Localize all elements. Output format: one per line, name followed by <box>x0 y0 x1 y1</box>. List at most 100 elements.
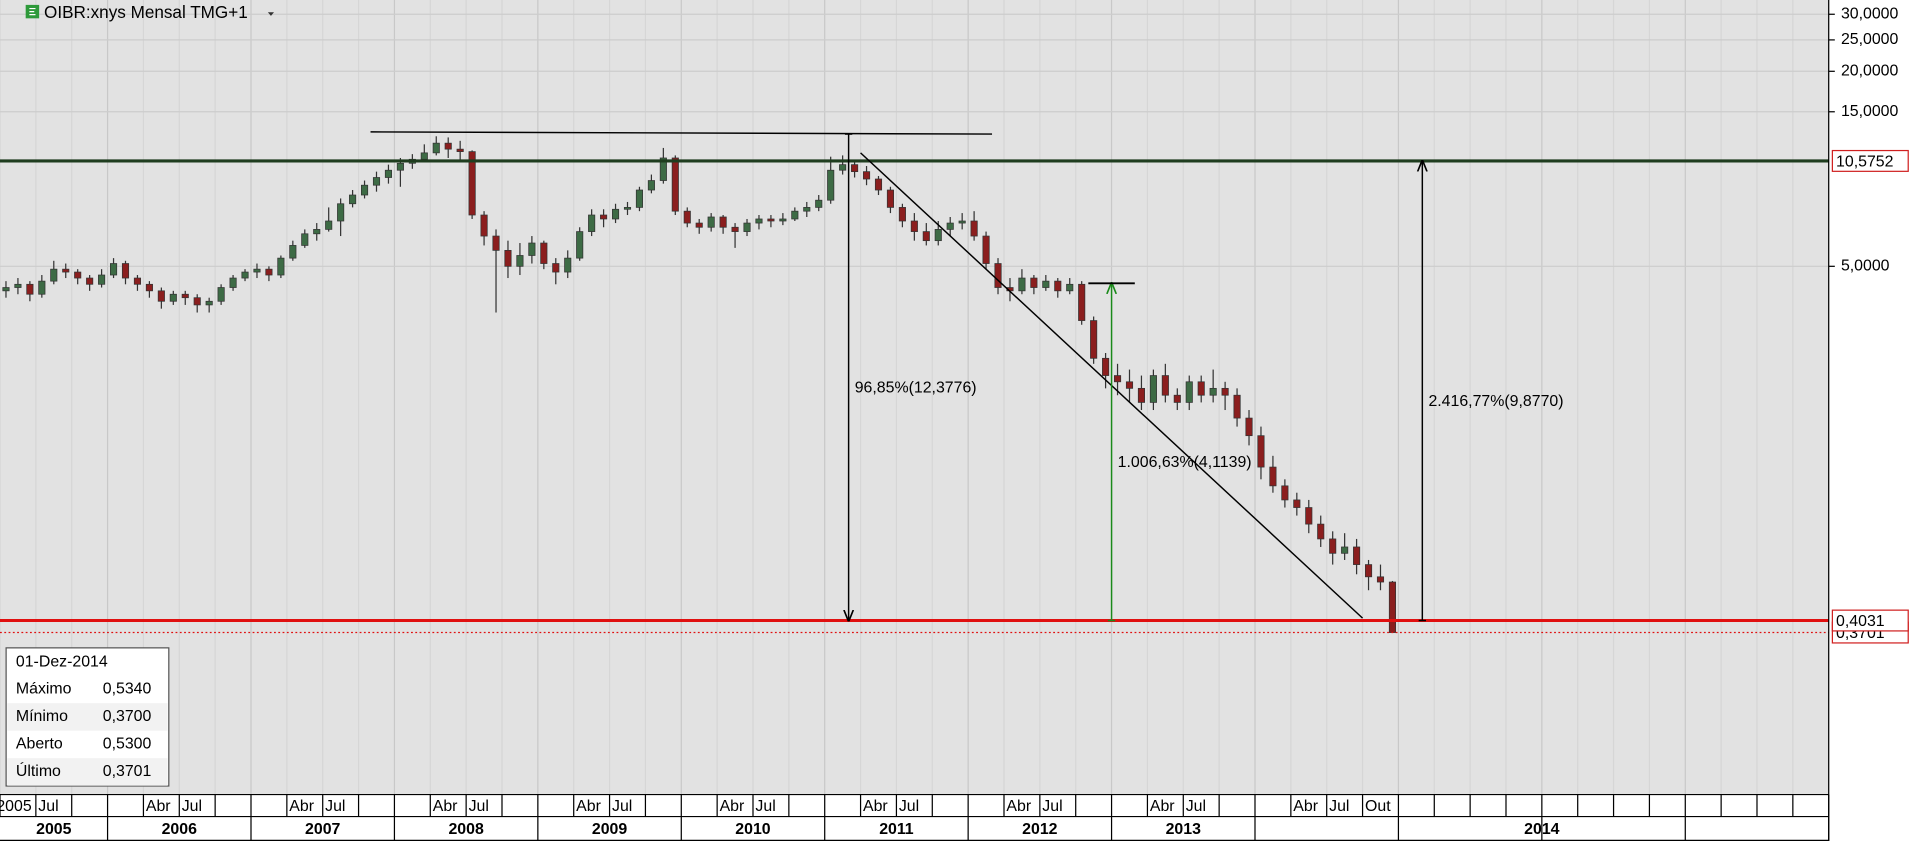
candle-body <box>1305 507 1313 525</box>
marks: 96,85%(12,3776) 1.006,63%(4,1139) 2.416,77… <box>0 131 1829 634</box>
candle-body <box>958 220 966 224</box>
candle-body <box>86 277 94 285</box>
x-tick-label: Abr <box>1293 798 1318 815</box>
candle-body <box>253 268 261 273</box>
year-label: 2012 <box>1022 821 1057 838</box>
candle-body <box>1102 357 1110 376</box>
candle-body <box>313 229 321 235</box>
x-tick-label: Jul <box>612 798 632 815</box>
x-tick-label: Jul <box>1186 798 1206 815</box>
candle-body <box>444 142 452 150</box>
year-label: 2010 <box>735 821 770 838</box>
candle-body <box>1317 523 1325 540</box>
candle-body <box>683 210 691 224</box>
candle-body <box>755 218 763 224</box>
candle-body <box>1173 394 1181 403</box>
candle-body <box>647 180 655 191</box>
candle-body <box>1161 375 1169 396</box>
x-tick-label: Jul <box>469 798 489 815</box>
x-tick-label: Jul <box>1042 798 1062 815</box>
candle-body <box>934 229 942 242</box>
candle-body <box>504 250 512 267</box>
info-date: 01-Dez-2014 <box>16 654 108 671</box>
x-tick-label: Abr <box>1006 798 1031 815</box>
candle-body <box>1221 387 1229 396</box>
candle-body <box>277 257 285 276</box>
candle-body <box>109 263 118 276</box>
candle-body <box>576 231 584 259</box>
candle-body <box>1341 546 1349 554</box>
candle-body <box>767 218 775 222</box>
plot-area <box>0 0 1829 795</box>
info-row-value: 0,5340 <box>103 681 152 698</box>
candle-body <box>1257 435 1265 468</box>
y-tick-label: 5,0000 <box>1841 258 1890 275</box>
candle-body <box>193 297 201 306</box>
year-label: 2011 <box>879 821 914 838</box>
x-tick-label: Jul <box>1329 798 1349 815</box>
candle-body <box>719 216 727 228</box>
candle-body <box>552 263 560 273</box>
candle-body <box>1042 280 1050 288</box>
candle-body <box>564 257 572 273</box>
info-row-label: Aberto <box>16 736 63 753</box>
measure-label: 96,85%(12,3776) <box>855 380 977 397</box>
candle-body <box>360 184 369 196</box>
candle-body <box>1054 280 1062 292</box>
dropdown-arrow[interactable] <box>267 12 274 16</box>
level-label-box <box>1831 149 1909 172</box>
y-tick-label: 15,0000 <box>1841 103 1899 120</box>
candle-body <box>635 189 643 208</box>
candle-body <box>384 169 392 178</box>
candle-body <box>1078 283 1086 321</box>
candle-body <box>1137 387 1145 403</box>
candle-body <box>265 268 273 276</box>
candle-body <box>803 207 811 212</box>
candle-body <box>1197 381 1205 396</box>
candle-body <box>922 231 930 242</box>
level-label-box <box>1831 609 1909 632</box>
candle-body <box>839 164 847 171</box>
x-tick-label: Jul <box>755 798 775 815</box>
candle-body <box>600 214 608 220</box>
candle-body <box>1269 466 1277 487</box>
candle-body <box>157 290 165 302</box>
candle-body <box>1125 381 1134 389</box>
candle-body <box>516 255 524 267</box>
candle-body <box>1364 564 1373 578</box>
candle-body <box>659 157 667 181</box>
candle-body <box>456 148 464 152</box>
candle-body <box>98 274 106 285</box>
candle-body <box>1353 546 1361 565</box>
candle-body <box>1185 381 1193 403</box>
candle-body <box>205 300 213 306</box>
candle-body <box>1066 283 1074 292</box>
candle-body <box>886 189 894 208</box>
info-row-value: 0,5300 <box>103 736 152 753</box>
candle-body <box>396 162 404 171</box>
measure-label: 1.006,63%(4,1139) <box>1118 454 1252 471</box>
x-tick-label: Jul <box>182 798 202 815</box>
candle-body <box>982 235 990 264</box>
candle-body <box>50 268 58 282</box>
year-label: 2013 <box>1166 821 1201 838</box>
x-tick-label: Abr <box>433 798 458 815</box>
candle-body <box>325 220 333 230</box>
symbol-icon-glyph <box>29 7 36 16</box>
candle-body <box>468 151 476 216</box>
candle-body <box>480 214 488 237</box>
candle-body <box>827 169 835 201</box>
candle-body <box>1209 387 1217 396</box>
measure-label: 2.416,77%(9,8770) <box>1428 393 1563 410</box>
candle-body <box>1388 581 1396 633</box>
candle-body <box>1233 394 1241 419</box>
candle-body <box>372 177 381 186</box>
info-row-value: 0,3701 <box>103 763 152 780</box>
candle-body <box>1245 417 1253 437</box>
title-bar[interactable]: OIBR:xnys Mensal TMG+1 <box>25 3 274 22</box>
chart-title: OIBR:xnys Mensal TMG+1 <box>44 3 248 22</box>
candle-body <box>910 220 918 232</box>
year-label: 2009 <box>592 821 627 838</box>
